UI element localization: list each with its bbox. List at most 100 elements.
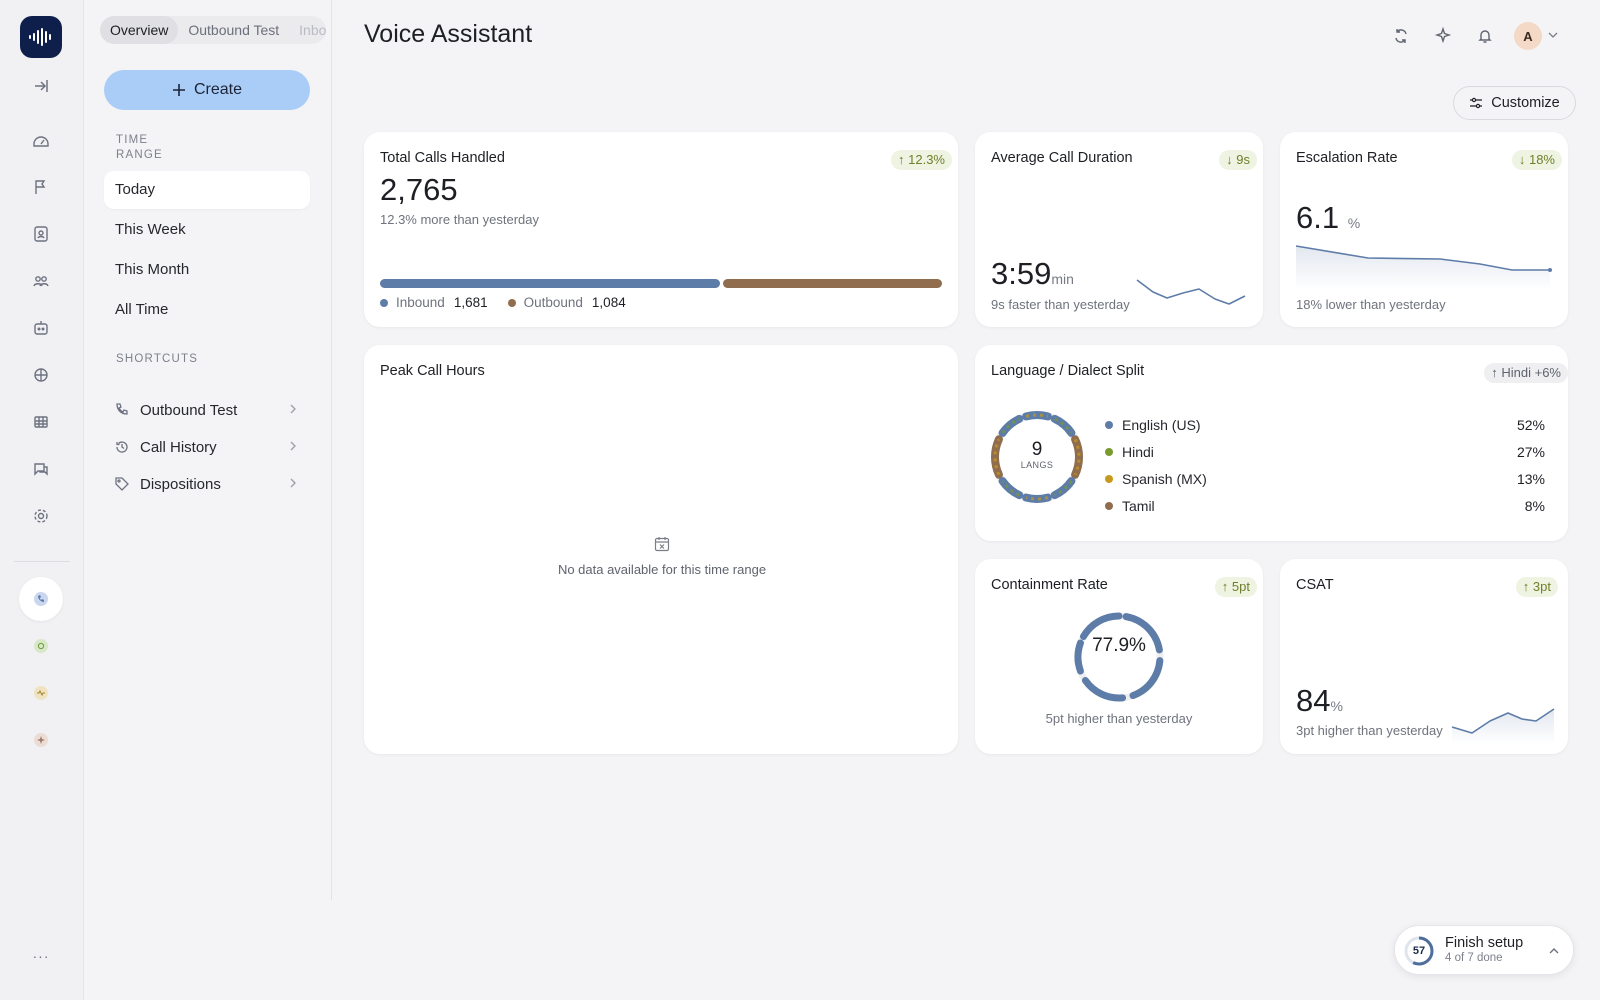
- tab-outbound-test[interactable]: Outbound Test: [188, 22, 280, 38]
- containment-arc: [1122, 613, 1163, 654]
- contacts-icon[interactable]: [27, 220, 55, 248]
- shortcuts-heading: SHORTCUTS: [116, 353, 199, 365]
- escalation-subtitle: 18% lower than yesterday: [1296, 297, 1446, 312]
- language-list: English (US) 52% Hindi 27% Spanish (MX) 13%…: [1105, 411, 1545, 519]
- chevron-down-icon[interactable]: [1546, 28, 1560, 42]
- containment-subtitle: 5pt higher than yesterday: [1045, 711, 1193, 726]
- plus-icon: [172, 84, 185, 96]
- trend-down-badge: ↓ 18%: [1511, 150, 1562, 170]
- time-range-heading: TIME RANGE: [116, 134, 163, 161]
- card-title: Average Call Duration: [991, 150, 1133, 166]
- create-label: Create: [193, 81, 243, 98]
- legend-swatch: [1105, 420, 1113, 429]
- create-button[interactable]: Create: [104, 70, 310, 110]
- refresh-button[interactable]: [1387, 22, 1415, 50]
- shortcut-outbound-test[interactable]: Outbound Test: [104, 393, 310, 427]
- time-range-today[interactable]: Today: [104, 171, 310, 209]
- collapse-sidebar-icon[interactable]: [27, 72, 55, 100]
- total-calls-subtitle: 12.3% more than yesterday: [380, 212, 539, 227]
- containment-arc: [1129, 657, 1164, 700]
- time-range-this-month[interactable]: This Month: [115, 261, 190, 278]
- trend-up-badge: ↑ 12.3%: [891, 150, 952, 170]
- dashboard-icon[interactable]: [27, 126, 55, 154]
- activity-app-icon[interactable]: [19, 671, 63, 715]
- bell-icon: [1478, 30, 1492, 43]
- avatar[interactable]: A: [1514, 22, 1542, 50]
- donut-accent: [1073, 438, 1081, 476]
- card-title: Peak Call Hours: [380, 363, 485, 379]
- donut-accent: [1054, 480, 1073, 497]
- language-label: English (US): [1122, 416, 1201, 433]
- team-icon[interactable]: [27, 267, 55, 295]
- shortcut-label: Dispositions: [140, 475, 221, 493]
- donut-center-label: 9 LANGS: [989, 440, 1085, 471]
- time-range-all-time[interactable]: All Time: [115, 301, 169, 318]
- spark-app-icon[interactable]: [19, 718, 63, 762]
- table-icon[interactable]: [27, 408, 55, 436]
- language-count-label: LANGS: [1020, 460, 1054, 470]
- language-percent: 52%: [1516, 416, 1545, 433]
- list-item: Spanish (MX) 13%: [1105, 465, 1545, 492]
- trend-up-badge: ↑ Hindi +6%: [1484, 363, 1568, 383]
- app-logo[interactable]: [20, 16, 62, 58]
- chevron-right-icon: [290, 404, 296, 414]
- containment-rate-card: Containment Rate ↑ 5pt 77.9% 5pt higher …: [975, 559, 1263, 754]
- calendar-x-icon: [654, 537, 670, 552]
- average-duration-subtitle: 9s faster than yesterday: [991, 297, 1130, 312]
- donut-accent: [1054, 417, 1073, 434]
- settings-icon[interactable]: [27, 502, 55, 530]
- whatsapp-app-icon[interactable]: [19, 624, 63, 668]
- language-percent: 13%: [1516, 470, 1545, 487]
- inbound-outbound-bar: [380, 279, 942, 288]
- inbound-value: 1,681: [453, 295, 488, 310]
- shortcut-call-history[interactable]: Call History: [104, 430, 310, 464]
- outbound-swatch: [507, 298, 516, 307]
- donut-segment: [998, 414, 1024, 437]
- bot-icon[interactable]: [27, 314, 55, 342]
- sliders-icon: [1470, 97, 1483, 109]
- chat-icon[interactable]: [27, 455, 55, 483]
- chevron-right-icon: [290, 478, 296, 488]
- tab-inbound[interactable]: Inbo: [299, 22, 326, 38]
- trend-up-badge: ↑ 5pt: [1214, 577, 1257, 597]
- time-range-this-week[interactable]: This Week: [115, 221, 186, 238]
- containment-arc: [1074, 639, 1084, 675]
- donut-segment: [1050, 414, 1076, 437]
- list-item: Hindi 27%: [1105, 438, 1545, 465]
- csat-subtitle: 3pt higher than yesterday: [1296, 723, 1443, 738]
- card-title: Escalation Rate: [1296, 150, 1398, 166]
- more-options-icon[interactable]: ···: [32, 948, 50, 964]
- history-icon: [116, 441, 128, 453]
- customize-button[interactable]: Customize: [1453, 86, 1576, 120]
- donut-accent: [1001, 417, 1020, 434]
- containment-arc: [1079, 612, 1123, 640]
- list-item: English (US) 52%: [1105, 411, 1545, 438]
- campaign-flag-icon[interactable]: [27, 173, 55, 201]
- phone-icon: [116, 403, 128, 415]
- brain-icon[interactable]: [27, 361, 55, 389]
- trend-down-badge: ↓ 9s: [1219, 150, 1257, 170]
- tab-overview[interactable]: Overview: [100, 16, 179, 44]
- setup-score: 57: [1412, 945, 1426, 957]
- outbound-segment: [722, 279, 942, 288]
- donut-accent: [1025, 413, 1049, 418]
- card-title: CSAT: [1296, 577, 1334, 593]
- chevron-up-icon: [1549, 948, 1559, 954]
- donut-segment: [1022, 411, 1052, 421]
- sparkle-icon: [1434, 27, 1452, 44]
- language-percent: 8%: [1524, 497, 1545, 514]
- notifications-button[interactable]: [1471, 22, 1499, 50]
- secondary-sidebar: Overview Outbound Test Inbo Create TIME …: [84, 0, 332, 900]
- language-split-card: Language / Dialect Split ↑ Hindi +6% 9 L…: [975, 345, 1568, 541]
- donut-accent: [993, 438, 1001, 476]
- ai-assist-button[interactable]: [1429, 22, 1457, 50]
- language-donut-chart: [991, 411, 1083, 503]
- voice-waveform-icon: [29, 28, 51, 46]
- finish-setup-subtitle: 4 of 7 done: [1445, 952, 1503, 964]
- shortcut-dispositions[interactable]: Dispositions: [104, 467, 310, 501]
- finish-setup-widget[interactable]: 57 Finish setup 4 of 7 done: [1394, 925, 1574, 975]
- average-call-duration-card: Average Call Duration ↓ 9s 3:59min 9s fa…: [975, 132, 1263, 327]
- voice-app-icon[interactable]: [19, 577, 63, 621]
- page-title: Voice Assistant: [364, 20, 533, 48]
- language-percent: 27%: [1516, 443, 1545, 460]
